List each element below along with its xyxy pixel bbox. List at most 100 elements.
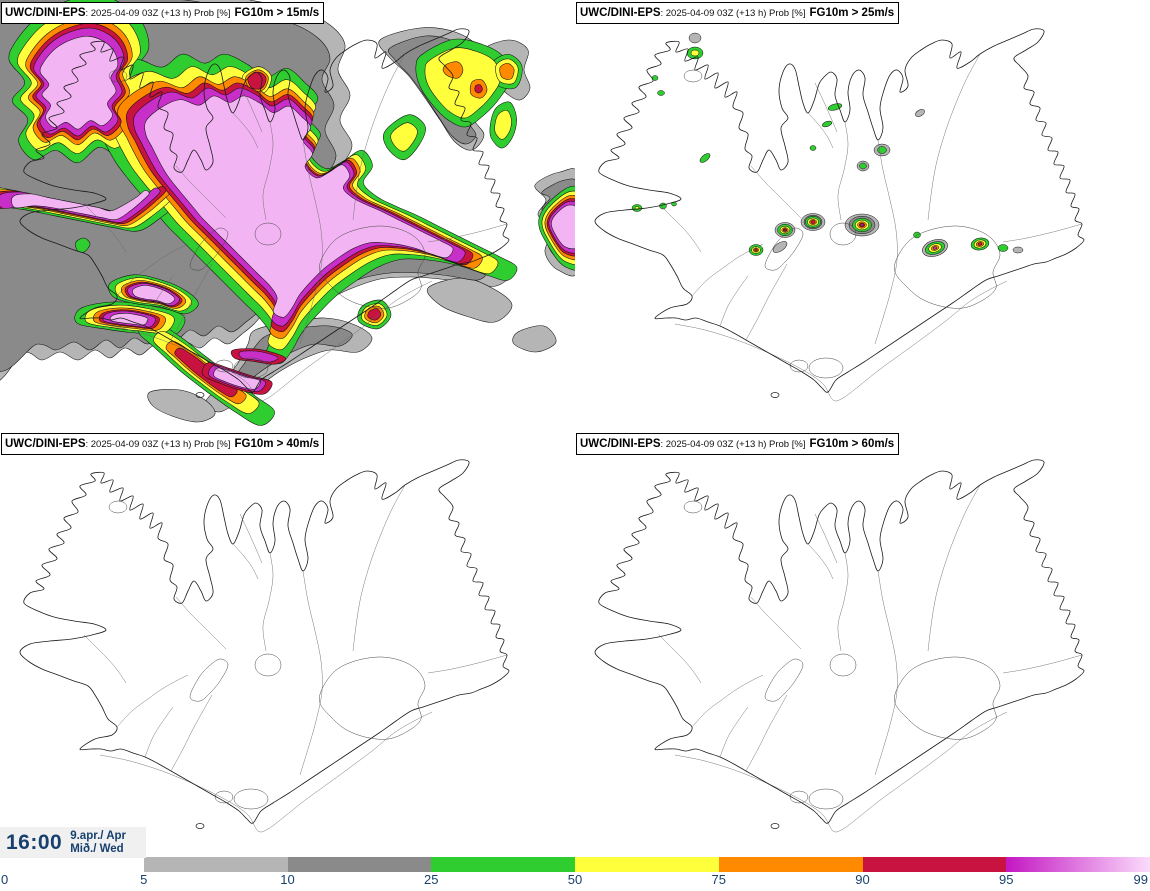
run-info: : 2025-04-09 03Z (+13 h) Prob [%] — [85, 439, 231, 450]
prob-contour-p90 — [367, 308, 382, 321]
boundary-line-8 — [814, 513, 838, 564]
prob-spot-p95 — [932, 246, 938, 250]
colorbar-tick-5: 5 — [140, 872, 148, 887]
boundary-line-6 — [745, 694, 788, 772]
boundary-line-2 — [837, 552, 849, 652]
boundary-line-9 — [658, 634, 702, 684]
prob-spot-p95 — [783, 228, 787, 232]
offshore-line — [99, 280, 433, 402]
prob-spot-p90 — [754, 248, 758, 252]
offshore-line — [99, 711, 433, 833]
probability-colorbar — [143, 857, 1150, 872]
glacier-vatnajokull-outline — [894, 656, 1001, 740]
glacier-langjokull-outline — [189, 227, 229, 271]
colorbar-tick-10: 10 — [280, 872, 295, 887]
boundary-line-3 — [874, 570, 898, 776]
boundary-line-4 — [352, 53, 406, 221]
panel-fg10m-gt-40: UWC/DINI-EPS: 2025-04-09 03Z (+13 h) Pro… — [0, 431, 575, 862]
offshore-line — [674, 280, 1008, 402]
boundary-line-4 — [927, 53, 981, 221]
glacier-langjokull-outline — [764, 227, 804, 271]
date-line: 9.apr./ Apr — [70, 829, 127, 842]
glacier-outline-0 — [829, 222, 857, 246]
boundary-line-5 — [1002, 223, 1083, 243]
prob-spot-p95 — [860, 223, 864, 227]
glacier-outline-0 — [829, 653, 857, 677]
threshold-label: FG10m > 25m/s — [809, 7, 895, 19]
prob-spot-p25 — [877, 146, 887, 154]
run-info: : 2025-04-09 03Z (+13 h) Prob [%] — [660, 439, 806, 450]
boundary-line-7 — [719, 706, 749, 758]
prob-contour-p75 — [442, 61, 464, 79]
boundary-line-10 — [232, 112, 259, 149]
prob-contour-p99 — [39, 36, 119, 130]
glacier-vatnajokull-outline — [319, 656, 426, 740]
colorbar-segment-10-25 — [287, 857, 432, 872]
glacier-outline-3 — [108, 69, 128, 83]
model-name: UWC/DINI-EPS — [5, 7, 86, 19]
boundary-line-3 — [299, 139, 323, 345]
boundary-line-1 — [750, 165, 802, 219]
glacier-outline-0 — [254, 653, 282, 677]
day-line: Mið./ Wed — [70, 842, 124, 855]
prob-spot-p90 — [977, 242, 983, 246]
boundary-line-10 — [807, 112, 834, 149]
glacier-outline-2 — [214, 790, 234, 804]
boundary-line-5 — [427, 223, 508, 243]
panel-title: UWC/DINI-EPS: 2025-04-09 03Z (+13 h) Pro… — [576, 433, 900, 455]
westman-islands — [770, 823, 780, 829]
glacier-outline-2 — [789, 359, 809, 373]
westman-islands — [195, 823, 205, 829]
prob-spot-p25 — [821, 120, 833, 128]
model-name: UWC/DINI-EPS — [5, 438, 86, 450]
colorbar-segment-5-10 — [143, 857, 288, 872]
prob-contour-p99 — [551, 204, 575, 250]
boundary-line-0 — [116, 243, 189, 297]
boundary-line-0 — [116, 674, 189, 728]
boundary-line-0 — [691, 674, 764, 728]
glacier-outline-1 — [233, 788, 269, 810]
prob-contour-p99 — [109, 313, 149, 326]
boundary-line-8 — [814, 82, 838, 133]
colorbar-segment-90-95 — [862, 857, 1007, 872]
threshold-label: FG10m > 15m/s — [234, 7, 320, 19]
boundary-line-4 — [352, 484, 406, 652]
glacier-langjokull-outline — [189, 658, 229, 702]
iceland-map-prob-60ms — [594, 459, 1085, 833]
boundary-line-10 — [232, 543, 259, 580]
boundary-line-2 — [262, 121, 274, 221]
offshore-line — [674, 711, 1008, 833]
model-name: UWC/DINI-EPS — [580, 7, 661, 19]
prob-contour-p95 — [238, 350, 279, 363]
glacier-outline-3 — [108, 500, 128, 514]
valid-time: 16:00 — [6, 830, 63, 854]
model-name: UWC/DINI-EPS — [580, 438, 661, 450]
boundary-line-7 — [144, 275, 174, 327]
panel-title: UWC/DINI-EPS: 2025-04-09 03Z (+13 h) Pro… — [1, 433, 325, 455]
boundary-line-7 — [144, 706, 174, 758]
boundary-line-0 — [691, 243, 764, 297]
threshold-label: FG10m > 60m/s — [809, 438, 895, 450]
prob-spot-p25 — [699, 153, 711, 163]
boundary-line-7 — [719, 275, 749, 327]
boundary-line-8 — [239, 513, 263, 564]
prob-spot-p25 — [657, 90, 665, 96]
coastline — [594, 459, 1085, 824]
prob-spot-p50 — [690, 49, 700, 57]
colorbar-tick-50: 50 — [567, 872, 583, 887]
westman-islands — [770, 392, 780, 398]
prob-contour-p75 — [499, 63, 515, 80]
prob-spot-p25 — [997, 244, 1009, 252]
prob-contour-p90 — [474, 84, 483, 94]
colorbar-tick-95: 95 — [999, 872, 1014, 887]
panel-title: UWC/DINI-EPS: 2025-04-09 03Z (+13 h) Pro… — [1, 2, 325, 24]
colorbar-segment-75-90 — [718, 857, 863, 872]
boundary-line-4 — [927, 484, 981, 652]
prob-contour-p5 — [512, 325, 557, 353]
glacier-outline-2 — [789, 790, 809, 804]
colorbar-segment-25-50 — [431, 857, 575, 872]
prob-spot-p5 — [688, 32, 702, 44]
panel-fg10m-gt-15: UWC/DINI-EPS: 2025-04-09 03Z (+13 h) Pro… — [0, 0, 575, 431]
prob-spot-p5 — [772, 241, 788, 253]
boundary-line-6 — [170, 694, 213, 772]
